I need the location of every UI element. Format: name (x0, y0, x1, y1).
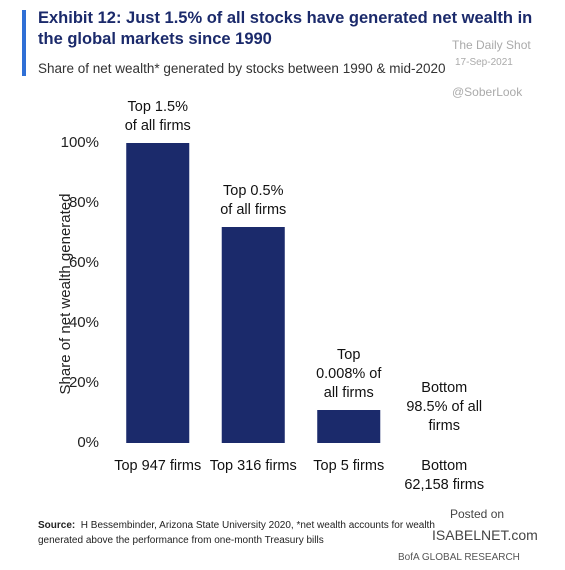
y-tick-label: 60% (69, 254, 99, 271)
bar-annotation: Top 1.5% (128, 99, 189, 115)
source-label: Source: (38, 520, 76, 531)
x-tick-label: Bottom 62,158 firms (404, 458, 485, 493)
bar (126, 143, 190, 443)
bar (317, 410, 381, 443)
bar-annotation: Top (337, 347, 360, 363)
y-axis-label: Share of net wealth generated (57, 194, 74, 395)
watermark: The Daily Shot (452, 38, 531, 52)
bar-annotation: Bottom (421, 380, 467, 396)
accent-bar (22, 10, 26, 76)
bar-annotation: all firms (324, 385, 374, 401)
chart-subtitle: Share of net wealth* generated by stocks… (38, 61, 446, 76)
bar (221, 227, 285, 443)
x-tick-label: Top 316 firms (209, 458, 297, 474)
bar-annotation: 98.5% of all (406, 399, 482, 415)
x-tick-label: Top 947 firms (114, 458, 202, 474)
bar-annotation: 0.008% of (316, 366, 382, 382)
y-tick-label: 20% (69, 374, 99, 391)
publisher: BofA GLOBAL RESEARCH (398, 552, 520, 563)
posted-on: Posted on (450, 507, 505, 521)
bar-annotation: of all firms (125, 118, 191, 134)
x-tick-label: Top 5 firms (313, 458, 385, 474)
source-text: H Bessembinder, Arizona State University… (38, 520, 435, 546)
bar-annotation: firms (429, 418, 460, 434)
chart-title: Exhibit 12: Just 1.5% of all stocks have… (38, 9, 533, 48)
y-tick-label: 100% (61, 134, 99, 151)
y-tick-label: 0% (77, 434, 99, 451)
bar-annotation: Top 0.5% (223, 183, 284, 199)
site-name: ISABELNET.com (432, 527, 538, 543)
source-note: Source: H Bessembinder, Arizona State Un… (38, 518, 478, 548)
bar-annotation: of all firms (220, 202, 286, 218)
watermark: 17-Sep-2021 (455, 57, 513, 68)
y-tick-label: 40% (69, 314, 99, 331)
y-tick-label: 80% (69, 194, 99, 211)
watermark: @SoberLook (452, 85, 523, 99)
